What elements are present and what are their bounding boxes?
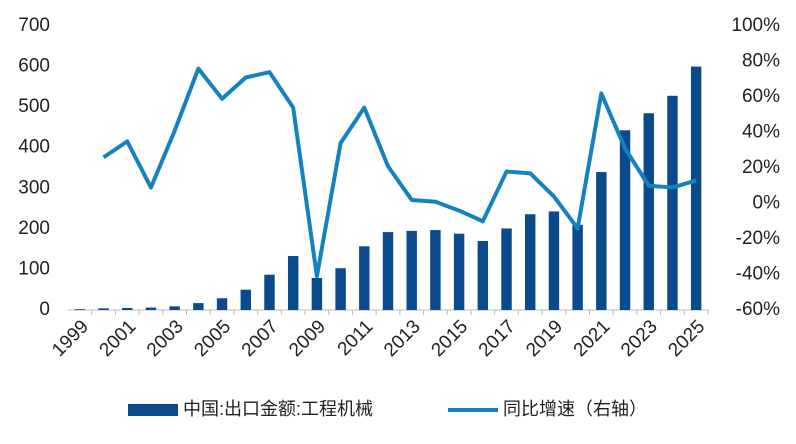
- x-tick-label: 2011: [334, 316, 378, 360]
- bar: [501, 228, 512, 310]
- bar: [216, 298, 228, 310]
- x-tick-label: 2015: [427, 316, 472, 361]
- x-tick-label: 1999: [48, 316, 93, 361]
- bar: [74, 309, 86, 310]
- x-tick-label: 2001: [96, 316, 141, 361]
- bar: [406, 230, 417, 310]
- bar: [193, 303, 204, 310]
- legend-label: 中国:出口金额:工程机械: [183, 399, 373, 419]
- line: [102, 66, 697, 279]
- y-tick-label: 100: [18, 258, 50, 279]
- bar: [240, 289, 251, 310]
- x-tick-label: 2009: [285, 316, 330, 361]
- y2-tick-label: 60%: [742, 86, 780, 107]
- bar: [548, 211, 560, 310]
- x-tick-label: 2007: [238, 316, 283, 361]
- bar: [596, 172, 607, 310]
- y-tick-label: 500: [18, 96, 50, 117]
- y2-tick-label: 20%: [742, 157, 780, 178]
- bar: [453, 233, 465, 310]
- y2-tick-label: 40%: [742, 122, 780, 143]
- bar: [264, 274, 275, 310]
- y-tick-label: 600: [18, 56, 50, 77]
- bar: [477, 241, 489, 310]
- x-tick-label: 2017: [475, 316, 520, 361]
- bar: [667, 95, 678, 310]
- bar: [643, 113, 654, 310]
- y-tick-label: 200: [18, 218, 50, 239]
- bar: [169, 306, 180, 310]
- y2-tick-label: -40%: [736, 264, 780, 285]
- legend-swatch: [128, 404, 178, 416]
- bar: [145, 307, 157, 310]
- y-tick-label: 400: [18, 137, 50, 158]
- x-tick-label: 2025: [664, 316, 709, 361]
- bar: [572, 224, 583, 310]
- x-tick-label: 2005: [190, 316, 235, 361]
- x-tick-label: 2023: [617, 316, 662, 361]
- bar: [359, 246, 370, 310]
- bar: [287, 256, 299, 310]
- bar: [690, 66, 702, 310]
- x-tick-label: 2021: [570, 316, 615, 361]
- bar: [122, 307, 133, 310]
- bar: [619, 130, 631, 310]
- bar: [335, 268, 346, 310]
- bar: [98, 308, 109, 310]
- y2-tick-label: 80%: [742, 51, 780, 72]
- y2-tick-label: 100%: [731, 15, 780, 36]
- bar: [430, 230, 441, 310]
- y2-tick-label: 0%: [753, 193, 781, 214]
- y2-tick-label: -60%: [736, 299, 780, 320]
- bar: [525, 214, 536, 310]
- y-tick-label: 0: [39, 299, 50, 320]
- x-tick-label: 2019: [522, 316, 567, 361]
- bar: [382, 232, 394, 310]
- bar: [311, 277, 323, 310]
- x-tick-label: 2003: [143, 316, 188, 361]
- x-tick-label: 2013: [380, 316, 425, 361]
- y-tick-label: 300: [18, 177, 50, 198]
- y2-tick-label: -20%: [736, 228, 780, 249]
- y-tick-label: 700: [18, 15, 50, 36]
- legend-label: 同比增速（右轴）: [503, 399, 647, 419]
